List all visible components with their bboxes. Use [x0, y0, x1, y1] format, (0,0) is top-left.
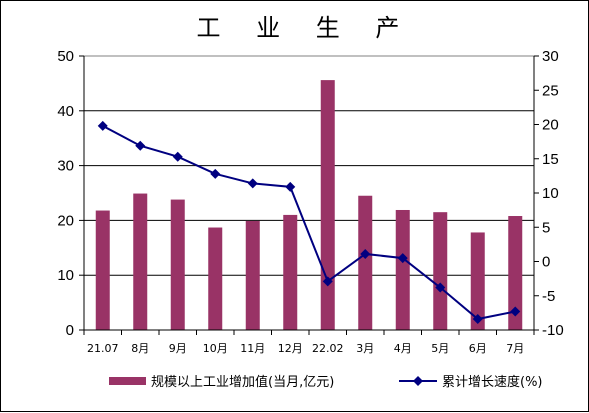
chart-title: 工 业 生 产 — [197, 14, 414, 42]
y-left-tick-label: 40 — [57, 103, 74, 120]
line-point — [397, 253, 408, 264]
line-point — [322, 276, 333, 287]
legend: 规模以上工业增加值(当月,亿元) 累计增长速度(%) — [109, 374, 543, 390]
y-left-tick-label: 30 — [57, 158, 74, 175]
legend-line-marker — [413, 376, 423, 386]
line-point — [285, 181, 296, 192]
x-tick-label: 4月 — [394, 342, 412, 355]
bar — [283, 214, 298, 330]
y-right-tick-label: 15 — [542, 151, 559, 168]
x-tick-label: 7月 — [506, 342, 524, 355]
bar — [95, 210, 110, 330]
line-series — [97, 120, 521, 325]
gridlines — [84, 110, 534, 276]
x-tick-label: 6月 — [469, 342, 487, 355]
line-point — [97, 120, 108, 131]
x-tick-label: 22.02 — [312, 342, 344, 355]
axes: 0 10 20 30 40 50 -10 -5 0 5 10 15 20 25 30 21.07 8月 9月 10月… — [57, 48, 563, 355]
x-tick-label: 5月 — [431, 342, 449, 355]
x-tick-label: 21.07 — [87, 342, 119, 355]
bar — [245, 220, 260, 330]
y-right-tick-label: 10 — [542, 185, 559, 202]
y-right-tick-label: -5 — [542, 288, 555, 305]
x-tick-label: 3月 — [356, 342, 374, 355]
bar — [395, 209, 410, 330]
line-point — [510, 306, 521, 317]
line-point — [360, 248, 371, 259]
bar — [508, 216, 523, 330]
y-right-tick-label: -10 — [542, 322, 564, 339]
bar — [170, 199, 185, 330]
y-right-tick-label: 30 — [542, 48, 559, 65]
growth-rate-line — [102, 124, 516, 321]
line-point — [172, 151, 183, 162]
plot-area — [83, 55, 535, 331]
x-tick-label: 10月 — [203, 342, 228, 355]
y-left-tick-label: 0 — [66, 322, 74, 339]
y-right-tick-label: 20 — [542, 117, 559, 134]
y-left-tick-label: 50 — [57, 48, 74, 65]
y-left-tick-label: 20 — [57, 212, 74, 229]
legend-bar-swatch — [109, 377, 146, 385]
line-point — [135, 140, 146, 151]
y-right-tick-label: 25 — [542, 82, 559, 99]
line-point — [210, 168, 221, 179]
legend-line-label: 累计增长速度(%) — [442, 374, 543, 390]
line-point — [247, 178, 258, 189]
line-point — [472, 314, 483, 325]
x-tick-label: 8月 — [131, 342, 149, 355]
bar — [320, 80, 335, 330]
bar — [470, 232, 485, 330]
x-tick-label: 9月 — [169, 342, 187, 355]
y-right-tick-label: 0 — [542, 254, 550, 271]
y-right-tick-label: 5 — [542, 219, 550, 236]
bar — [133, 193, 148, 330]
x-tick-label: 12月 — [278, 342, 303, 355]
legend-bar-label: 规模以上工业增加值(当月,亿元) — [151, 374, 334, 390]
bar — [208, 227, 223, 330]
bar — [433, 212, 448, 330]
x-tick-label: 11月 — [240, 342, 265, 355]
line-point — [435, 282, 446, 293]
bar-series — [95, 80, 523, 330]
y-left-tick-label: 10 — [57, 267, 74, 284]
bar — [358, 195, 373, 330]
